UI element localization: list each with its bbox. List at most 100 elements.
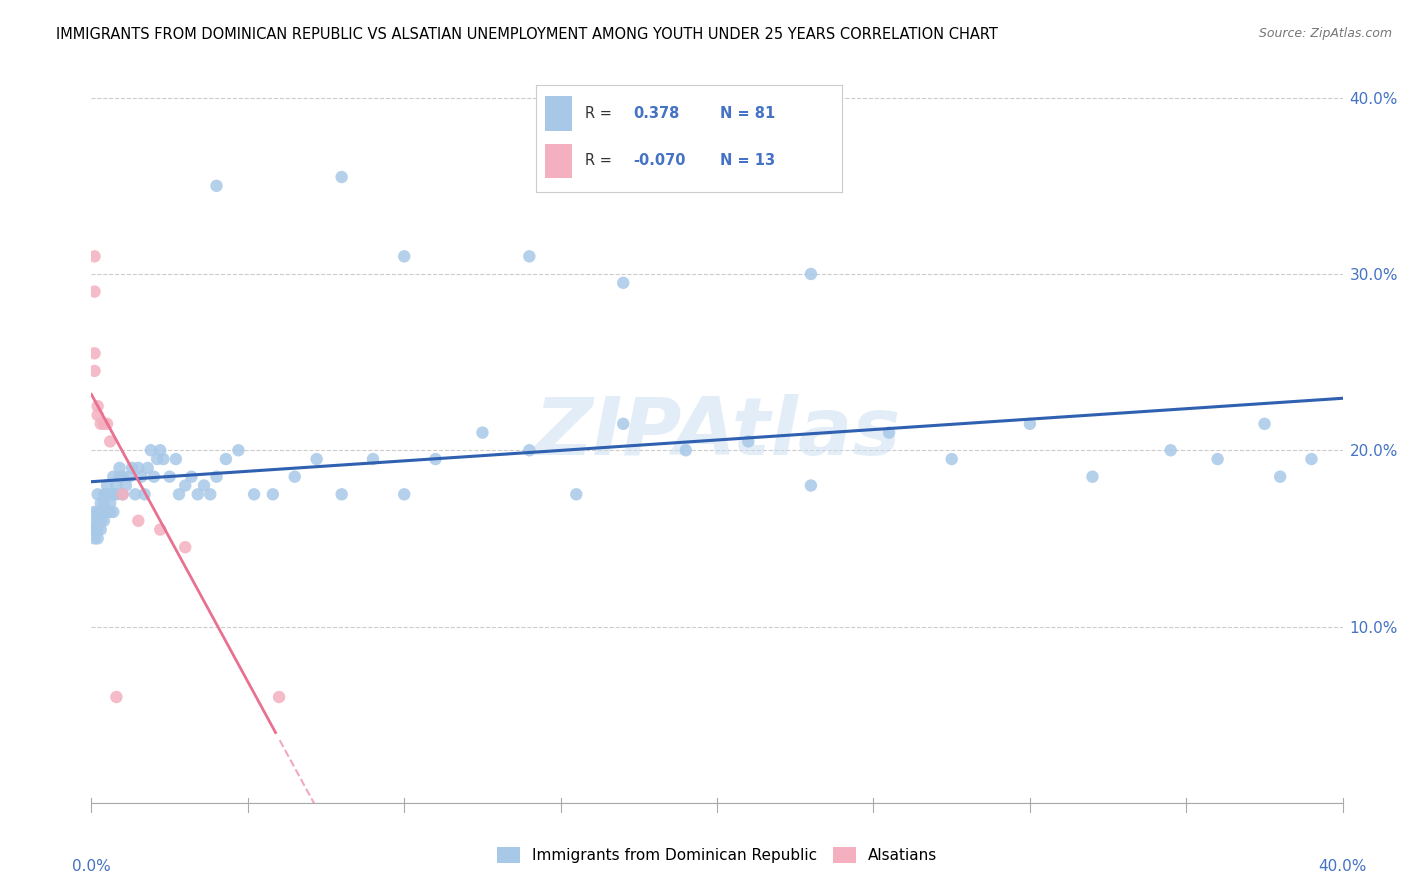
Point [174,478,197,492]
Point [83,249,105,263]
Point [361,452,384,467]
Point [517,249,540,263]
Point [98,487,121,501]
Point [159,469,181,483]
Point [86,505,108,519]
Point [124,487,146,501]
Point [83,505,105,519]
Point [96,505,118,519]
Point [612,417,634,431]
Point [93,514,115,528]
Point [517,443,540,458]
Point [800,478,823,492]
Point [877,425,900,440]
Point [187,487,209,501]
Point [565,487,588,501]
Point [127,514,149,528]
Point [90,505,112,519]
Point [103,469,125,483]
Text: ZIPAtlas: ZIPAtlas [534,393,900,472]
Point [86,487,108,501]
Point [136,461,159,475]
Point [86,408,108,422]
Point [262,487,284,501]
Point [93,505,115,519]
Point [108,469,131,483]
Point [105,690,128,704]
Point [243,487,266,501]
Point [205,469,228,483]
Point [1206,452,1229,467]
Point [330,169,353,184]
Point [941,452,963,467]
Point [98,496,121,510]
Point [90,523,112,537]
Point [83,364,105,378]
Point [675,443,697,458]
Point [83,285,105,299]
Point [205,178,228,193]
Point [267,690,290,704]
Text: 0.0%: 0.0% [72,859,111,874]
Point [83,523,105,537]
Text: IMMIGRANTS FROM DOMINICAN REPUBLIC VS ALSATIAN UNEMPLOYMENT AMONG YOUTH UNDER 25: IMMIGRANTS FROM DOMINICAN REPUBLIC VS AL… [56,27,998,42]
Point [98,434,121,449]
Point [1081,469,1104,483]
Point [146,452,169,467]
Point [1253,417,1275,431]
Point [800,267,823,281]
Point [152,452,174,467]
Point [83,532,105,546]
Point [228,443,250,458]
Point [425,452,447,467]
Point [193,478,215,492]
Point [174,540,197,554]
Point [330,487,353,501]
Point [93,496,115,510]
Point [93,487,115,501]
Point [86,523,108,537]
Point [1270,469,1292,483]
Point [392,487,416,501]
Point [149,443,172,458]
Point [90,417,112,431]
Point [737,434,759,449]
Point [305,452,328,467]
Point [1160,443,1182,458]
Point [111,487,134,501]
Point [165,452,187,467]
Text: Source: ZipAtlas.com: Source: ZipAtlas.com [1258,27,1392,40]
Point [96,417,118,431]
Point [284,469,307,483]
Point [139,443,162,458]
Point [86,399,108,413]
Point [118,469,141,483]
Text: 40.0%: 40.0% [1319,859,1367,874]
Point [127,461,149,475]
Point [1301,452,1323,467]
Point [131,469,153,483]
Point [134,487,156,501]
Point [200,487,222,501]
Point [103,487,125,501]
Point [93,417,115,431]
Point [105,487,128,501]
Point [1018,417,1040,431]
Point [612,276,634,290]
Point [90,514,112,528]
Point [86,532,108,546]
Point [83,523,105,537]
Point [180,469,202,483]
Point [96,487,118,501]
Point [105,478,128,492]
Point [111,469,134,483]
Point [167,487,190,501]
Point [111,487,134,501]
Point [143,469,166,483]
Point [103,505,125,519]
Legend: Immigrants from Dominican Republic, Alsatians: Immigrants from Dominican Republic, Alsa… [491,841,943,869]
Point [90,496,112,510]
Point [108,461,131,475]
Point [83,514,105,528]
Point [215,452,238,467]
